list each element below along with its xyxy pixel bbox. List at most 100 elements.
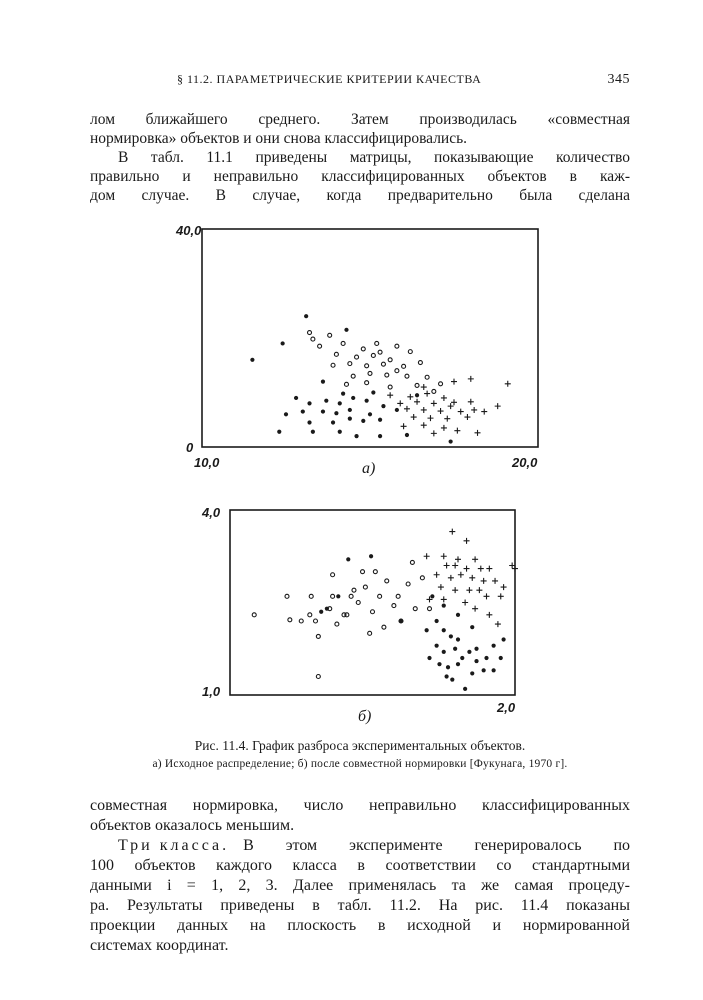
data-point-circle: [330, 593, 336, 599]
data-point-dot: [347, 416, 352, 421]
data-point-plus: [477, 565, 484, 572]
data-point-plus: [504, 380, 511, 387]
data-point-plus: [437, 408, 444, 415]
data-point-circle: [369, 609, 376, 615]
data-point-circle: [404, 373, 410, 379]
data-point-circle: [355, 599, 361, 606]
text-line: данными i = 1, 2, 3. Далее применялась т…: [90, 877, 630, 894]
data-point-circle: [364, 363, 370, 369]
data-point-plus: [457, 408, 464, 415]
data-point-circle: [354, 354, 360, 360]
data-point-dot: [344, 327, 349, 332]
data-point-circle: [394, 368, 400, 374]
data-point-dot: [368, 554, 374, 559]
data-point-plus: [414, 398, 421, 405]
data-point-circle: [333, 351, 339, 357]
panel-label: б): [358, 708, 372, 725]
data-point-circle: [381, 624, 387, 630]
data-point-plus: [509, 562, 516, 569]
y-tick-label: 1,0: [202, 684, 221, 699]
data-point-plus: [407, 393, 414, 400]
data-point-plus: [471, 406, 478, 413]
data-point-dot: [434, 643, 439, 648]
data-point-dot: [455, 637, 461, 642]
data-point-plus: [430, 400, 437, 407]
data-point-dot: [445, 665, 451, 670]
data-point-circle: [409, 559, 415, 565]
panel-label: а): [362, 460, 376, 477]
data-point-plus: [452, 587, 459, 594]
data-point-dot: [336, 594, 341, 599]
data-point-dot: [307, 420, 312, 425]
section-title: § 11.2. ПАРАМЕТРИЧЕСКИЕ КРИТЕРИИ КАЧЕСТВ…: [177, 72, 482, 86]
data-point-dot: [320, 409, 326, 414]
data-point-circle: [308, 593, 314, 599]
data-point-circle: [374, 340, 380, 346]
data-point-plus: [472, 605, 479, 612]
data-point-circle: [419, 575, 425, 581]
data-point-plus: [455, 556, 461, 563]
data-point-circle: [394, 343, 400, 349]
data-point-plus: [447, 574, 454, 581]
scatter-plot-b: [229, 509, 518, 696]
data-point-dot: [330, 420, 336, 425]
data-point-dot: [377, 434, 383, 439]
data-point-circle: [424, 374, 430, 380]
data-point-dot: [334, 411, 339, 416]
data-point-plus: [492, 577, 499, 584]
data-point-dot: [304, 314, 309, 319]
data-point-circle: [380, 361, 386, 367]
data-point-dot: [324, 606, 329, 611]
data-point-plus: [420, 422, 427, 429]
text-line: совместная нормировка, число неправильно…: [90, 797, 630, 814]
data-point-dot: [398, 618, 404, 624]
data-point-circle: [348, 593, 354, 599]
data-point-dot: [491, 643, 496, 648]
data-point-dot: [455, 662, 461, 667]
data-point-circle: [401, 363, 407, 369]
data-point-dot: [455, 612, 461, 617]
data-point-plus: [462, 599, 469, 606]
data-point-plus: [452, 562, 459, 569]
data-point-circle: [377, 349, 383, 355]
data-point-plus: [464, 414, 471, 421]
text-line: правильно и неправильно классифицированн…: [90, 168, 630, 185]
bottom-paragraphs: совместная нормировка, число неправильно…: [90, 796, 630, 956]
data-point-plus: [426, 596, 433, 603]
data-point-dot: [427, 655, 432, 661]
data-point-plus: [480, 577, 487, 584]
data-point-circle: [384, 372, 390, 378]
data-point-circle: [330, 362, 336, 368]
data-point-circle: [364, 380, 370, 386]
data-point-dot: [341, 391, 346, 396]
data-point-circle: [284, 593, 290, 599]
data-point-plus: [427, 415, 434, 422]
text-line: дом случае. В случае, когда предваритель…: [90, 187, 630, 204]
data-point-plus: [451, 399, 457, 406]
running-header: § 11.2. ПАРАМЕТРИЧЕСКИЕ КРИТЕРИИ КАЧЕСТВ…: [90, 72, 630, 90]
data-point-dot: [441, 603, 446, 608]
data-point-dot: [280, 341, 285, 346]
data-point-plus: [481, 408, 488, 415]
data-point-circle: [341, 612, 347, 618]
data-point-plus: [397, 400, 404, 407]
data-point-circle: [312, 618, 319, 624]
data-point-circle: [343, 381, 350, 387]
data-point-circle: [407, 349, 413, 355]
data-point-circle: [387, 384, 393, 390]
data-point-circle: [315, 673, 321, 680]
data-point-circle: [417, 359, 423, 366]
data-point-plus: [472, 556, 479, 563]
data-point-circle: [387, 357, 393, 363]
data-point-plus: [486, 611, 493, 618]
data-point-circle: [347, 361, 353, 367]
y-tick-label: 0: [186, 440, 194, 455]
data-point-dot: [460, 655, 465, 661]
data-point-circle: [377, 593, 383, 599]
data-point-dot: [371, 390, 376, 395]
data-point-dot: [437, 662, 442, 667]
data-point-circle: [360, 346, 366, 352]
top-paragraphs: лом ближайшего среднего. Затем производи…: [90, 110, 630, 205]
data-point-plus: [474, 429, 481, 436]
data-point-circle: [367, 370, 373, 376]
